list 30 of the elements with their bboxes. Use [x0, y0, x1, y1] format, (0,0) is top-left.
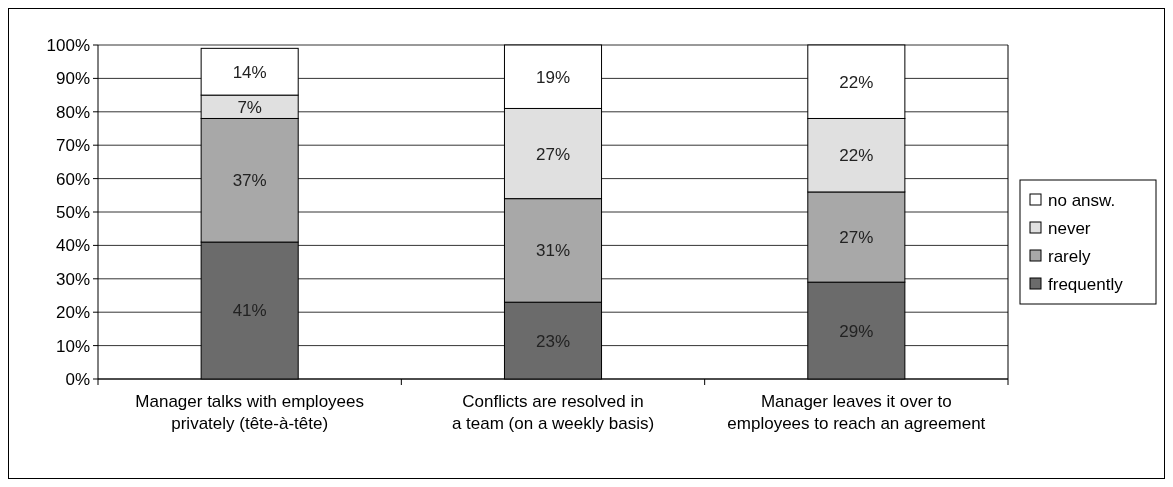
y-tick-label: 80%: [55, 102, 90, 122]
y-tick-label: 0%: [65, 369, 90, 389]
y-tick-label: 90%: [55, 69, 90, 89]
y-tick-label: 30%: [55, 269, 90, 289]
legend-label: frequently: [1048, 274, 1124, 294]
x-tick-label: Manager leaves it over to employees to reach an agreement: [727, 392, 986, 433]
text: 14%: [232, 62, 267, 82]
text: 31%: [535, 241, 571, 261]
legend-label: no answ.: [1048, 190, 1116, 210]
x-tick-label: Conflicts are resolved in a team (on a weekly basis): [451, 392, 655, 433]
text: 22%: [839, 72, 874, 92]
text: 22%: [839, 146, 874, 166]
y-tick-label: 70%: [55, 136, 90, 156]
text: 19%: [535, 67, 571, 87]
legend-label: rarely: [1048, 246, 1092, 266]
text: 27%: [839, 228, 874, 247]
text: 29%: [839, 321, 874, 341]
y-tick-label: 20%: [55, 303, 90, 323]
text: 37%: [232, 171, 267, 191]
text: 23%: [535, 331, 571, 351]
text: 41%: [232, 301, 267, 321]
y-tick-label: 100%: [46, 35, 90, 55]
x-tick-label: Manager talks with employees privately (tête-à-tête): [135, 392, 364, 433]
y-tick-label: 10%: [55, 336, 90, 356]
y-tick-label: 60%: [55, 169, 90, 189]
text: 27%: [535, 144, 571, 164]
legend-label: never: [1048, 218, 1091, 238]
y-tick-label: 50%: [55, 202, 90, 222]
text: 7%: [237, 97, 262, 117]
y-tick-label: 40%: [55, 236, 90, 256]
